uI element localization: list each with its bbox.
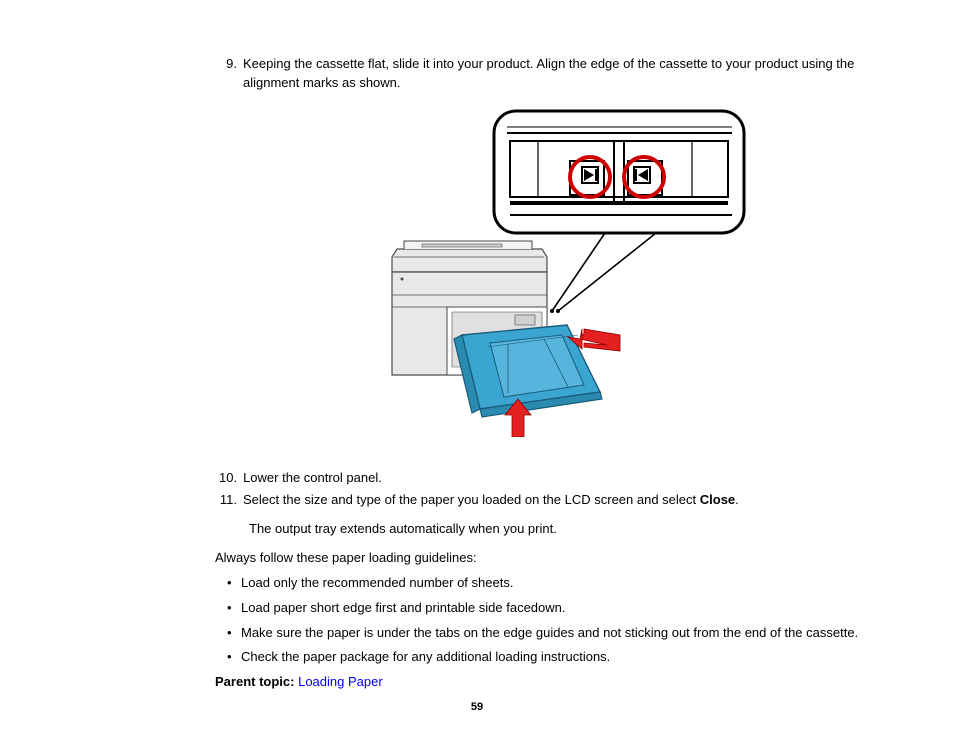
step-9: 9. Keeping the cassette flat, slide it i… bbox=[215, 55, 869, 93]
bullet-item: • Load paper short edge first and printa… bbox=[227, 599, 869, 618]
page-number: 59 bbox=[0, 700, 954, 716]
step-9-number: 9. bbox=[215, 55, 243, 93]
printer-illustration bbox=[332, 107, 752, 437]
parent-topic-label: Parent topic: bbox=[215, 674, 294, 689]
bullet-text: Load only the recommended number of shee… bbox=[241, 574, 869, 593]
step-11-bold: Close bbox=[700, 492, 735, 507]
step-9-text: Keeping the cassette flat, slide it into… bbox=[243, 55, 869, 93]
bullet-item: • Check the paper package for any additi… bbox=[227, 648, 869, 667]
bullet-text: Load paper short edge first and printabl… bbox=[241, 599, 869, 618]
parent-topic-line: Parent topic: Loading Paper bbox=[215, 673, 869, 692]
step-11: 11. Select the size and type of the pape… bbox=[215, 491, 869, 510]
step-10-number: 10. bbox=[215, 469, 243, 488]
step-10-text: Lower the control panel. bbox=[243, 469, 869, 488]
bullet-mark: • bbox=[227, 574, 241, 593]
bullet-item: • Make sure the paper is under the tabs … bbox=[227, 624, 869, 643]
guidelines-intro: Always follow these paper loading guidel… bbox=[215, 549, 869, 568]
step-11-post: . bbox=[735, 492, 739, 507]
parent-topic-link[interactable]: Loading Paper bbox=[298, 674, 383, 689]
printer-body-group bbox=[392, 241, 602, 417]
bullet-mark: • bbox=[227, 599, 241, 618]
bullet-mark: • bbox=[227, 624, 241, 643]
step-11-subtext: The output tray extends automatically wh… bbox=[249, 520, 869, 539]
bullet-mark: • bbox=[227, 648, 241, 667]
step-10: 10. Lower the control panel. bbox=[215, 469, 869, 488]
figure-container bbox=[215, 107, 869, 443]
guidelines-list: • Load only the recommended number of sh… bbox=[227, 574, 869, 667]
bullet-item: • Load only the recommended number of sh… bbox=[227, 574, 869, 593]
bullet-text: Make sure the paper is under the tabs on… bbox=[241, 624, 869, 643]
bullet-text: Check the paper package for any addition… bbox=[241, 648, 869, 667]
step-11-text: Select the size and type of the paper yo… bbox=[243, 491, 869, 510]
step-11-number: 11. bbox=[215, 491, 243, 510]
step-11-pre: Select the size and type of the paper yo… bbox=[243, 492, 700, 507]
